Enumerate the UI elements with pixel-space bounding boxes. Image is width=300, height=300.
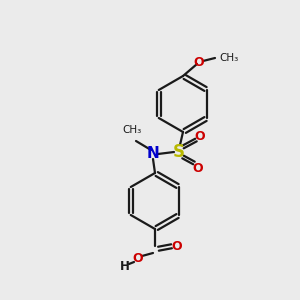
Text: CH₃: CH₃ — [122, 125, 142, 135]
Text: O: O — [193, 163, 203, 176]
Text: O: O — [194, 56, 204, 68]
Text: O: O — [195, 130, 205, 142]
Text: O: O — [133, 253, 143, 266]
Text: N: N — [147, 146, 159, 161]
Text: CH₃: CH₃ — [219, 53, 238, 63]
Text: S: S — [173, 143, 185, 161]
Text: H: H — [120, 260, 130, 274]
Text: O: O — [172, 239, 182, 253]
